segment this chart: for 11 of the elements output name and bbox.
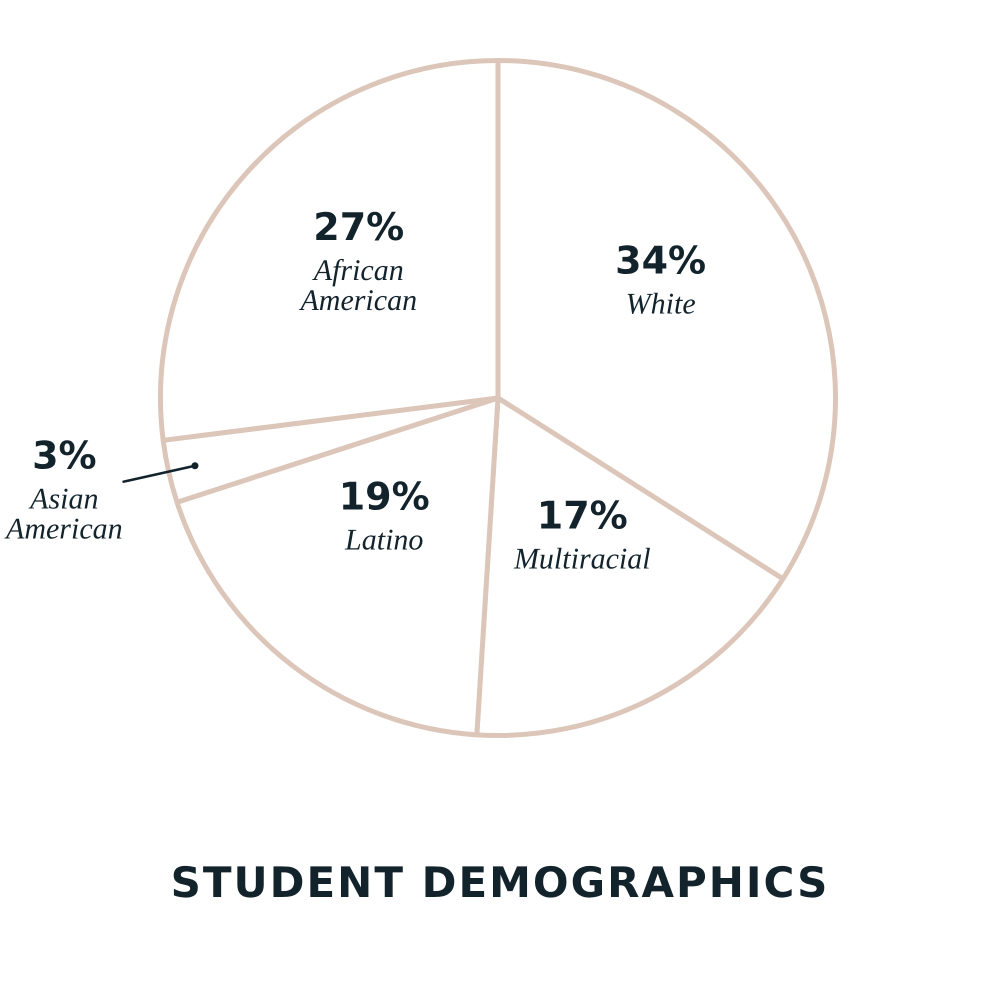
slice-label: Asian American <box>4 482 123 546</box>
slice-label: White <box>626 287 696 320</box>
data-label: 17% <box>536 493 628 538</box>
data-label: 27% <box>313 205 404 250</box>
text: STUDENT DEMOGRAPHICS <box>170 858 830 907</box>
data-label: 34% <box>615 238 706 282</box>
slice-label: African American <box>298 254 418 318</box>
data-label: 3% <box>32 434 97 478</box>
slice-label: Latino <box>344 524 424 557</box>
slice-label: Multiracial <box>512 542 651 576</box>
data-label: 19% <box>338 474 430 519</box>
